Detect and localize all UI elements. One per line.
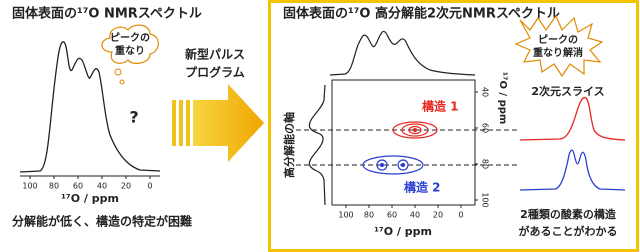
arrow-stripe (172, 100, 176, 146)
x-tick-label: 60 (73, 182, 83, 191)
x-tick-label: 80 (364, 211, 374, 220)
right-caption: があることがわかる (519, 224, 618, 238)
x-tick-label: 60 (387, 211, 397, 220)
x-tick-label: 40 (97, 182, 107, 191)
burst (514, 14, 604, 78)
y-label: ¹⁷O / ppm (497, 72, 508, 125)
slice-label: 2次元スライス (531, 84, 604, 98)
arrow-label: 新型パルス (185, 47, 245, 62)
projection-top (329, 30, 476, 76)
burst-text: ピークの (538, 34, 578, 46)
y-tick-label: 100 (481, 192, 490, 207)
question-mark: ? (129, 108, 138, 127)
bubble-dot (114, 68, 122, 76)
x-ticks: 100 80 60 40 20 0 (338, 205, 464, 220)
contour-2 (362, 155, 424, 175)
x-label: ¹⁷O / ppm (374, 225, 432, 238)
left-title: 固体表面の¹⁷O NMRスペクトル (12, 6, 202, 22)
burst-text: 重なり解消 (533, 46, 583, 59)
bubble-text: ピークの (110, 32, 150, 44)
arrow (193, 84, 264, 162)
y-tick-label: 80 (481, 159, 490, 169)
contour-1 (392, 121, 438, 139)
y-axis-label: 高分解能の軸 (282, 112, 296, 178)
arrow-stripe (186, 100, 190, 146)
slice-2 (519, 149, 626, 191)
bubble-dot (119, 79, 125, 85)
arrow-stripe (179, 100, 183, 146)
y-tick-label: 60 (481, 123, 490, 133)
x-tick-label: 0 (458, 211, 463, 220)
right-title: 固体表面の¹⁷O 高分解能2次元NMRスペクトル (283, 6, 560, 22)
x-tick-label: 20 (121, 182, 131, 191)
plot-2d (331, 79, 476, 206)
slice-1 (519, 96, 626, 141)
x-tick-label: 100 (22, 182, 37, 191)
structure-2-label: 構造 2 (404, 180, 441, 195)
bubble-text: 重なり (115, 44, 145, 57)
x-tick-label: 40 (410, 211, 420, 220)
arrow-label: プログラム (185, 65, 245, 80)
y-tick-label: 40 (481, 87, 490, 97)
left-caption: 分解能が低く、構造の特定が困難 (12, 214, 192, 229)
thought-bubble (101, 24, 159, 64)
x-ticks: 100 80 60 40 20 0 (22, 176, 153, 191)
x-tick-label: 80 (49, 182, 59, 191)
spectrum-1d (19, 41, 161, 173)
right-caption: 2種類の酸素の構造 (520, 207, 617, 221)
projection-left (308, 84, 326, 206)
y-ticks: 40 60 80 100 (475, 87, 490, 208)
x-tick-label: 100 (338, 211, 353, 220)
highlight-frame (268, 0, 639, 252)
x-tick-label: 20 (433, 211, 443, 220)
structure-1-label: 構造 1 (422, 99, 459, 114)
x-label: ¹⁷O / ppm (61, 192, 119, 205)
x-tick-label: 0 (147, 182, 152, 191)
